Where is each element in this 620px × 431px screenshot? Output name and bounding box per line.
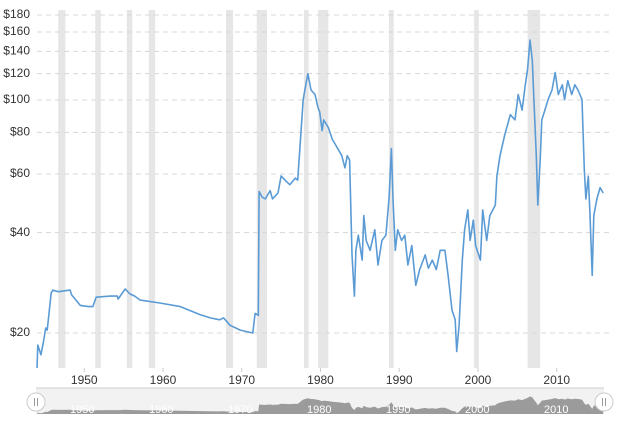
y-tick-label: $20: [10, 325, 30, 339]
y-tick-label: $100: [3, 92, 30, 106]
plot: [36, 39, 604, 369]
recession-band: [474, 10, 479, 368]
y-tick-label: $40: [10, 225, 30, 239]
recession-band: [527, 10, 541, 368]
navigator-area: [37, 396, 604, 414]
navigator[interactable]: 1950 1960 1970 1980 1990 2000 2010: [26, 387, 614, 416]
navigator-label: 1970: [228, 404, 252, 416]
recession-band: [303, 10, 309, 368]
x-tick-label: 1980: [307, 373, 334, 387]
y-tick-label: $180: [3, 7, 30, 21]
grid: $20 $40 $60 $80 $100 $120 $140 $160 $180 1950 1960…: [3, 7, 612, 387]
x-tick-label: 2010: [543, 373, 570, 387]
navigator-label: 2010: [544, 404, 568, 416]
navigator-label: 1990: [386, 404, 410, 416]
x-tick-label: 1970: [228, 373, 255, 387]
navigator-label: 1950: [70, 404, 94, 416]
recession-band: [126, 10, 133, 368]
recession-band: [95, 10, 101, 368]
recession-band: [226, 10, 234, 368]
x-tick-label: 1950: [71, 373, 98, 387]
x-tick-label: 2000: [465, 373, 492, 387]
y-tick-label: $160: [3, 24, 30, 38]
navigator-handle[interactable]: [594, 392, 614, 412]
recession-bands: [58, 10, 541, 368]
recession-band: [256, 10, 267, 368]
y-tick-label: $140: [3, 44, 30, 58]
x-tick-label: 1990: [386, 373, 413, 387]
price-line: [36, 39, 604, 369]
navigator-handle[interactable]: [26, 392, 46, 412]
x-tick-label: 1960: [150, 373, 177, 387]
navigator-label: 2000: [465, 404, 489, 416]
y-tick-label: $120: [3, 66, 30, 80]
navigator-label: 1980: [307, 404, 331, 416]
y-tick-label: $60: [10, 166, 30, 180]
recession-band: [389, 10, 394, 368]
y-tick-label: $80: [10, 125, 30, 139]
recession-band: [318, 10, 329, 368]
navigator-label: 1960: [149, 404, 173, 416]
recession-band: [148, 10, 156, 368]
recession-band: [58, 10, 66, 368]
